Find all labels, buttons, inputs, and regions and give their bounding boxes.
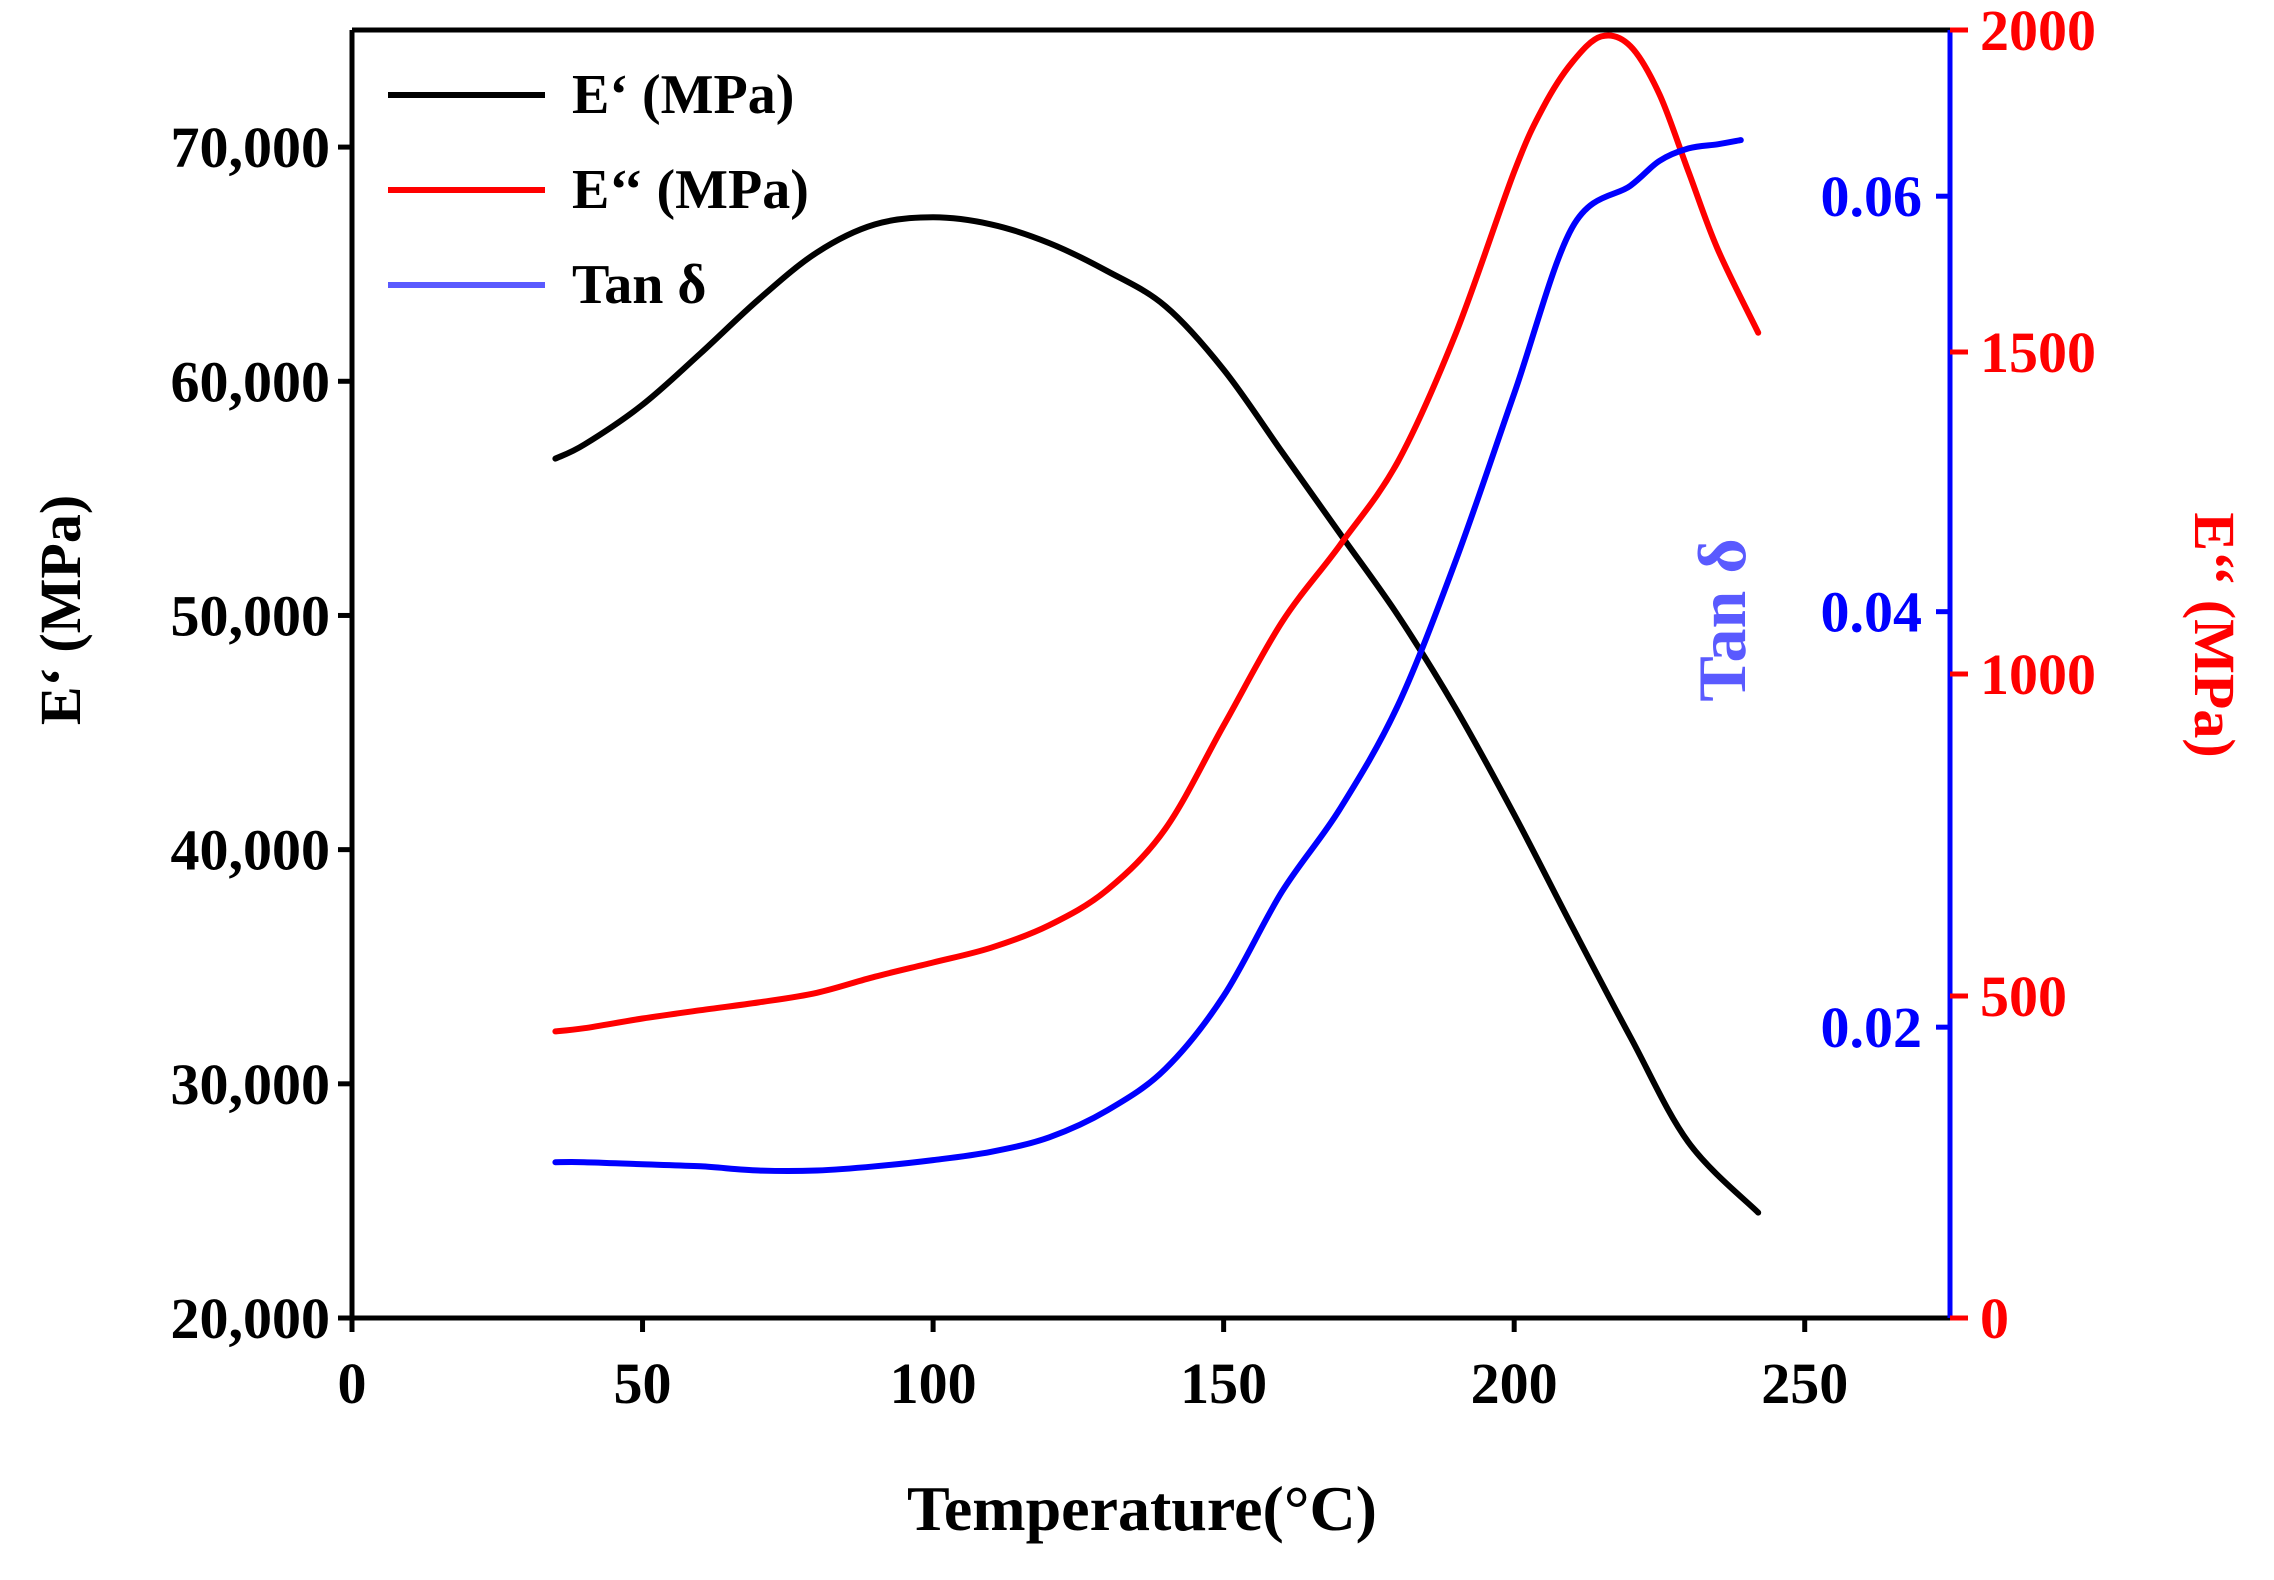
y-tan-tick-label: 0.06 (1821, 164, 1923, 229)
x-axis-title: Temperature(°C) (907, 1473, 1377, 1544)
y-loss-tick-label: 2000 (1980, 0, 2096, 63)
y-left-tick-label: 30,000 (171, 1052, 331, 1117)
y-loss-axis-title: E‘‘ (MPa) (2182, 512, 2247, 757)
legend-label-storage-modulus: E‘ (MPa) (572, 64, 794, 126)
y-loss-tick-label: 500 (1980, 964, 2067, 1029)
y-left-tick-label: 40,000 (171, 818, 331, 883)
plot-lines (552, 32, 1762, 1216)
y-left-tick-label: 20,000 (171, 1286, 331, 1351)
x-tick-label: 150 (1180, 1351, 1267, 1416)
y-loss-tick-label: 1500 (1980, 320, 2096, 385)
x-tick-label: 200 (1471, 1351, 1558, 1416)
y-tan-ticks: 0.02 0.04 0.06 (1821, 164, 1950, 1060)
x-ticks: 0 50 100 150 200 250 (338, 1318, 1848, 1416)
x-tick-label: 0 (338, 1351, 367, 1416)
y-loss-tick-label: 1000 (1980, 642, 2096, 707)
y-left-tick-label: 60,000 (171, 349, 331, 414)
legend-label-loss-modulus: E‘‘ (MPa) (572, 159, 809, 221)
y-left-tick-label: 70,000 (171, 115, 331, 180)
y-left-ticks: 20,000 30,000 40,000 50,000 60,000 70,000 (171, 115, 352, 1351)
y-left-axis-title: E‘ (MPa) (28, 495, 93, 725)
y-loss-tick-label: 0 (1980, 1286, 2009, 1351)
legend: E‘ (MPa) E‘‘ (MPa) Tan δ (388, 64, 809, 316)
y-loss-ticks: 0 500 1000 1500 2000 (1950, 0, 2096, 1351)
y-tan-axis-title: Tan δ (1684, 538, 1760, 701)
tan-delta-line (552, 137, 1744, 1175)
loss-modulus-line (552, 32, 1762, 1035)
y-tan-tick-label: 0.04 (1821, 580, 1923, 645)
legend-label-tan-delta: Tan δ (572, 254, 706, 316)
x-tick-label: 250 (1761, 1351, 1848, 1416)
x-tick-label: 100 (890, 1351, 977, 1416)
y-left-tick-label: 50,000 (171, 583, 331, 648)
x-tick-label: 50 (614, 1351, 672, 1416)
y-tan-tick-label: 0.02 (1821, 995, 1923, 1060)
storage-modulus-line (552, 214, 1762, 1216)
